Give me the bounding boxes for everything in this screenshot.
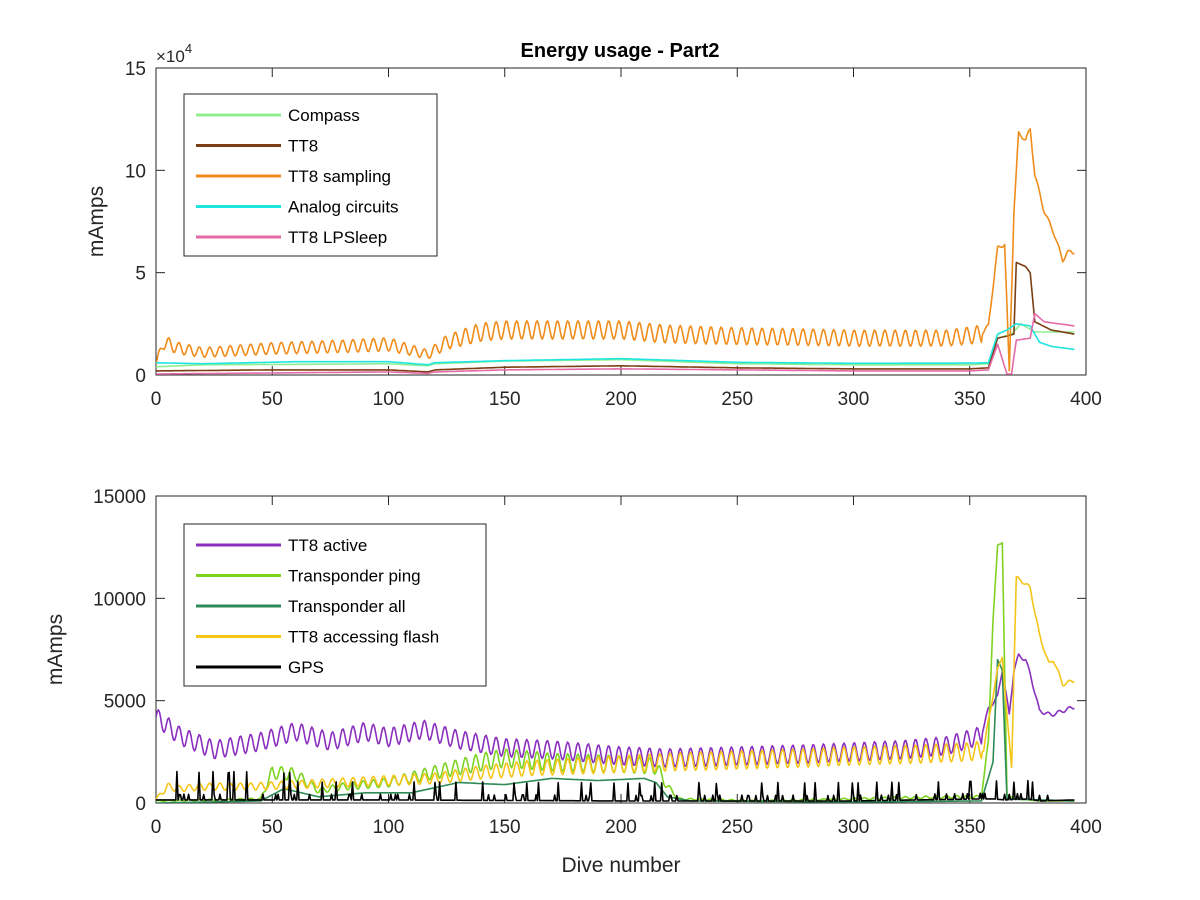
series-line-tt8-active — [156, 653, 1075, 768]
x-tick-label: 400 — [1070, 817, 1102, 838]
y-axis-label: mAmps — [44, 614, 67, 685]
x-tick-label: 0 — [151, 817, 162, 838]
y-tick-label: 5000 — [104, 692, 146, 713]
x-tick-label: 250 — [721, 389, 753, 410]
legend-label: TT8 sampling — [288, 167, 391, 186]
x-tick-label: 150 — [489, 389, 521, 410]
series-line-tt8-sampling — [156, 128, 1075, 372]
legend-label: TT8 active — [288, 536, 367, 555]
y-exponent-power: 4 — [185, 41, 192, 56]
legend: Compass TT8 TT8 sampling Analog circuits TT8… — [183, 93, 438, 257]
x-tick-label: 50 — [262, 389, 283, 410]
y-tick-label: 5 — [135, 264, 146, 285]
x-tick-label: 100 — [373, 817, 405, 838]
y-tick-label: 15000 — [93, 487, 146, 508]
legend-label: TT8 LPSleep — [288, 228, 387, 247]
series-group — [156, 542, 1075, 803]
series-line-tt8 — [156, 261, 1075, 373]
legend-label: Compass — [288, 106, 360, 125]
y-tick-label: 10000 — [93, 589, 146, 610]
y-tick-label: 10 — [125, 161, 146, 182]
x-tick-label: 50 — [262, 817, 283, 838]
chart-title: Energy usage - Part2 — [521, 40, 720, 62]
legend-label: GPS — [288, 658, 324, 677]
x-tick-label: 300 — [838, 389, 870, 410]
series-line-compass — [156, 323, 1075, 368]
legend-label: Transponder ping — [288, 567, 421, 586]
x-tick-label: 250 — [721, 817, 753, 838]
legend-box — [183, 93, 438, 257]
legend-label: TT8 — [288, 137, 318, 156]
x-tick-label: 350 — [954, 817, 986, 838]
x-tick-label: 300 — [838, 817, 870, 838]
x-tick-label: 350 — [954, 389, 986, 410]
y-tick-label: 0 — [135, 366, 146, 387]
series-line-tt8-lpsleep — [156, 312, 1075, 375]
y-exponent-label: ×104 — [156, 41, 192, 66]
bottom-panel: 0 50 100 150 200 250 300 350 400 0 5000 10000 15000 m… — [44, 487, 1102, 877]
x-tick-label: 200 — [605, 389, 637, 410]
x-tick-label: 200 — [605, 817, 637, 838]
x-axis-label: Dive number — [561, 854, 680, 877]
x-tick-label: 100 — [373, 389, 405, 410]
series-group — [156, 128, 1075, 375]
y-tick-label: 0 — [135, 794, 146, 815]
legend-label: Transponder all — [288, 597, 406, 616]
y-tick-label: 15 — [125, 59, 146, 80]
legend: TT8 active Transponder ping Transponder al… — [183, 523, 487, 687]
x-tick-label: 0 — [151, 389, 162, 410]
series-line-gps — [156, 770, 1075, 802]
series-line-analog-circuits — [156, 323, 1075, 366]
legend-label: Analog circuits — [288, 198, 399, 217]
x-tick-label: 150 — [489, 817, 521, 838]
legend-label: TT8 accessing flash — [288, 628, 439, 647]
x-tick-label: 400 — [1070, 389, 1102, 410]
top-panel: 0 50 100 150 200 250 300 350 400 0 5 10 15 ×104 mAmps C… — [85, 41, 1102, 410]
series-line-tt8-accessing-flash — [156, 576, 1075, 800]
y-axis-label: mAmps — [85, 186, 108, 257]
